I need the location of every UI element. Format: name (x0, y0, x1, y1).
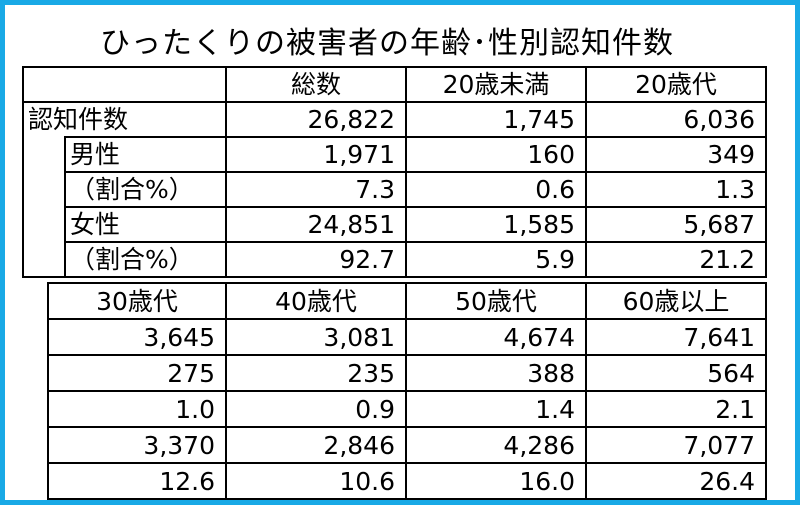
row-label: 認知件数 (22, 102, 227, 137)
header-total: 総数 (225, 66, 407, 103)
header-40s: 40歳代 (225, 282, 407, 320)
table-cell: 5.9 (405, 241, 587, 278)
table-cell: 1,971 (225, 136, 407, 173)
indent-cell (22, 137, 65, 172)
table-cell: 7,077 (585, 426, 767, 464)
header-50s: 50歳代 (405, 282, 587, 320)
bottom-table: 30歳代 40歳代 50歳代 60歳以上 3,645 3,081 4,674 7… (47, 282, 767, 500)
table-cell: 564 (585, 354, 767, 392)
table-cell: 21.2 (585, 241, 767, 278)
table-row: 女性 24,851 1,585 5,687 (22, 206, 767, 243)
table-cell: 6,036 (585, 101, 767, 138)
table-cell: 4,674 (405, 318, 587, 356)
table-cell: 3,370 (47, 426, 227, 464)
table-cell: 24,851 (225, 206, 407, 243)
top-table: 総数 20歳未満 20歳代 認知件数 26,822 1,745 6,036 男性… (22, 66, 767, 278)
table-row: 男性 1,971 160 349 (22, 136, 767, 173)
table-cell: 2.1 (585, 390, 767, 428)
table-cell: 1,585 (405, 206, 587, 243)
table-cell: 3,081 (225, 318, 407, 356)
table-cell: 160 (405, 136, 587, 173)
table-cell: 1.3 (585, 171, 767, 208)
indent-cell (22, 172, 65, 207)
page-title: ひったくりの被害者の年齢･性別認知件数 (100, 26, 674, 61)
table-cell: 26,822 (225, 101, 407, 138)
table-row: （割合%） 92.7 5.9 21.2 (22, 241, 767, 278)
table-cell: 235 (225, 354, 407, 392)
table-cell: 349 (585, 136, 767, 173)
table-cell: 1.4 (405, 390, 587, 428)
table-cell: 92.7 (225, 241, 407, 278)
table-row: （割合%） 7.3 0.6 1.3 (22, 171, 767, 208)
table-cell: 1,745 (405, 101, 587, 138)
table-header-row: 総数 20歳未満 20歳代 (22, 66, 767, 103)
table-row: 認知件数 26,822 1,745 6,036 (22, 101, 767, 138)
table-cell: 388 (405, 354, 587, 392)
table-header-row: 30歳代 40歳代 50歳代 60歳以上 (47, 282, 767, 320)
table-cell: 275 (47, 354, 227, 392)
row-label: （割合%） (64, 241, 227, 278)
table-cell: 16.0 (405, 462, 587, 500)
table-row: 275 235 388 564 (47, 354, 767, 392)
indent-cell (22, 242, 65, 278)
table-cell: 0.9 (225, 390, 407, 428)
table-cell: 7,641 (585, 318, 767, 356)
table-row: 1.0 0.9 1.4 2.1 (47, 390, 767, 428)
header-20s: 20歳代 (585, 66, 767, 103)
table-row: 3,370 2,846 4,286 7,077 (47, 426, 767, 464)
table-cell: 2,846 (225, 426, 407, 464)
header-under20: 20歳未満 (405, 66, 587, 103)
table-cell: 3,645 (47, 318, 227, 356)
table-cell: 1.0 (47, 390, 227, 428)
table-cell: 0.6 (405, 171, 587, 208)
table-cell: 7.3 (225, 171, 407, 208)
row-label: （割合%） (64, 171, 227, 208)
header-empty-cell (22, 66, 227, 103)
header-30s: 30歳代 (47, 282, 227, 320)
table-cell: 12.6 (47, 462, 227, 500)
table-cell: 26.4 (585, 462, 767, 500)
table-cell: 4,286 (405, 426, 587, 464)
row-label: 女性 (64, 206, 227, 243)
row-label: 男性 (64, 136, 227, 173)
table-row: 12.6 10.6 16.0 26.4 (47, 462, 767, 500)
table-cell: 10.6 (225, 462, 407, 500)
header-60-plus: 60歳以上 (585, 282, 767, 320)
table-cell: 5,687 (585, 206, 767, 243)
table-row: 3,645 3,081 4,674 7,641 (47, 318, 767, 356)
indent-cell (22, 207, 65, 242)
